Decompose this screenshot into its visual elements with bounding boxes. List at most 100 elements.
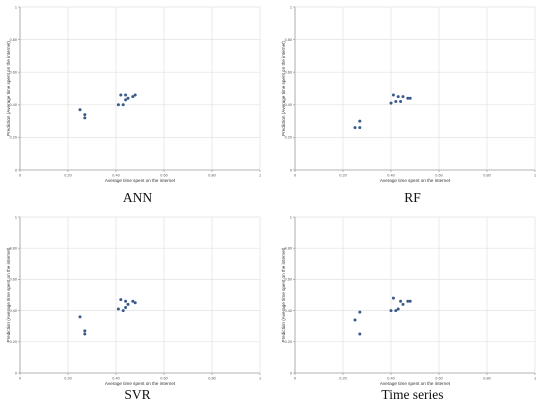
rf-chart: 0 0.20 0.40 0.60 0.80 1 0 0.20 0.40 0.60 0.80 1 Aver… — [281, 5, 536, 183]
data-point — [358, 310, 362, 314]
x-tick-label: 0.60 — [160, 174, 167, 178]
y-tick-label: 0.60 — [10, 278, 17, 282]
x-tick-label: 0.20 — [64, 377, 71, 381]
svr-caption: SVR — [124, 387, 151, 402]
y-tick-label: 0 — [15, 371, 17, 375]
data-point — [399, 100, 403, 104]
y-tick-label: 0.20 — [285, 136, 292, 140]
data-point — [406, 96, 410, 100]
data-point — [124, 98, 128, 102]
data-point — [401, 302, 405, 306]
y-tick-label: 0.20 — [10, 340, 17, 344]
x-tick-label: 0.40 — [387, 174, 394, 178]
data-point — [121, 309, 125, 313]
ann-chart: 0 0.20 0.40 0.60 0.80 1 0 0.20 0.40 0.60 0.80 1 Aver… — [6, 5, 261, 183]
y-tick-label: 1 — [290, 5, 292, 9]
y-tick-label: 0.20 — [285, 340, 292, 344]
y-axis-title: Prediction (Average time spent on the in… — [6, 41, 11, 136]
data-point — [353, 318, 357, 322]
data-point — [389, 309, 393, 313]
data-point — [126, 96, 130, 100]
data-point — [124, 305, 128, 309]
x-tick-label: 0.80 — [208, 174, 215, 178]
data-point — [116, 103, 120, 107]
data-point — [78, 315, 82, 319]
data-point — [83, 332, 87, 336]
x-axis-title: Average time spent on the internet — [105, 178, 176, 183]
x-tick-label: 0.20 — [64, 174, 71, 178]
y-tick-label: 0.60 — [285, 278, 292, 282]
data-point — [116, 307, 120, 311]
x-tick-label: 1 — [534, 377, 536, 381]
data-point — [133, 93, 137, 97]
data-point — [389, 101, 393, 105]
data-point — [131, 299, 135, 303]
data-point — [406, 299, 410, 303]
x-tick-label: 0.80 — [483, 174, 490, 178]
x-axis-title: Average time spent on the internet — [380, 178, 451, 183]
x-axis-title: Average time spent on the internet — [380, 381, 451, 386]
x-tick-label: 0.60 — [160, 377, 167, 381]
data-point — [353, 126, 357, 130]
y-axis-title: Prediction (Average time spent on the in… — [281, 41, 286, 136]
data-point — [126, 302, 130, 306]
time-series-panel: 0 0.20 0.40 0.60 0.80 1 0 0.20 0.40 0.60 0.80 1 Aver… — [275, 210, 550, 408]
y-tick-label: 0.60 — [10, 71, 17, 75]
x-tick-label: 0.80 — [483, 377, 490, 381]
y-tick-label: 0 — [290, 371, 292, 375]
y-tick-label: 0.40 — [285, 103, 292, 107]
data-point — [391, 93, 395, 97]
x-tick-label: 0 — [19, 174, 21, 178]
data-point — [131, 95, 135, 99]
x-tick-label: 0.40 — [387, 377, 394, 381]
y-axis-title: Prediction (Average time spent on the in… — [281, 247, 286, 342]
x-tick-label: 0.40 — [112, 377, 119, 381]
x-tick-label: 0.60 — [435, 377, 442, 381]
time-series-chart: 0 0.20 0.40 0.60 0.80 1 0 0.20 0.40 0.60 0.80 1 Aver… — [281, 215, 536, 386]
rf-panel: 0 0.20 0.40 0.60 0.80 1 0 0.20 0.40 0.60 0.80 1 Aver… — [275, 0, 550, 205]
data-point — [399, 299, 403, 303]
y-tick-label: 0.40 — [285, 309, 292, 313]
ann-panel: 0 0.20 0.40 0.60 0.80 1 0 0.20 0.40 0.60 0.80 1 Aver… — [0, 0, 275, 205]
svr-panel: 0 0.20 0.40 0.60 0.80 1 0 0.20 0.40 0.60 0.80 1 Aver… — [0, 210, 275, 408]
data-point — [358, 126, 362, 130]
x-tick-label: 0 — [294, 377, 296, 381]
y-tick-label: 0.40 — [10, 103, 17, 107]
x-tick-label: 0 — [294, 174, 296, 178]
data-point — [401, 95, 405, 99]
x-tick-label: 0.40 — [112, 174, 119, 178]
x-tick-label: 0.60 — [435, 174, 442, 178]
data-point — [408, 96, 412, 100]
y-tick-label: 0 — [290, 168, 292, 172]
y-tick-label: 1 — [15, 5, 17, 9]
svr-chart: 0 0.20 0.40 0.60 0.80 1 0 0.20 0.40 0.60 0.80 1 Aver… — [6, 215, 261, 386]
data-point — [78, 108, 82, 112]
y-tick-label: 0.20 — [10, 136, 17, 140]
data-point — [124, 93, 128, 97]
y-axis-title: Prediction (Average time spent on the in… — [6, 247, 11, 342]
x-tick-label: 0.20 — [339, 174, 346, 178]
data-point — [391, 296, 395, 300]
y-tick-label: 0 — [15, 168, 17, 172]
y-tick-label: 1 — [290, 215, 292, 219]
data-point — [133, 301, 137, 305]
data-point — [396, 307, 400, 311]
y-tick-label: 0.40 — [10, 309, 17, 313]
data-point — [83, 113, 87, 117]
data-point — [119, 93, 123, 97]
data-point — [83, 329, 87, 333]
y-tick-label: 0.80 — [285, 38, 292, 42]
x-axis-title: Average time spent on the internet — [105, 381, 176, 386]
y-tick-label: 1 — [15, 215, 17, 219]
data-point — [394, 309, 398, 313]
x-tick-label: 1 — [534, 174, 536, 178]
y-tick-label: 0.60 — [285, 71, 292, 75]
rf-caption: RF — [404, 190, 421, 205]
data-point — [394, 100, 398, 104]
x-tick-label: 1 — [259, 377, 261, 381]
data-point — [358, 332, 362, 336]
data-point — [408, 299, 412, 303]
data-point — [358, 119, 362, 123]
data-point — [396, 95, 400, 99]
data-point — [124, 299, 128, 303]
